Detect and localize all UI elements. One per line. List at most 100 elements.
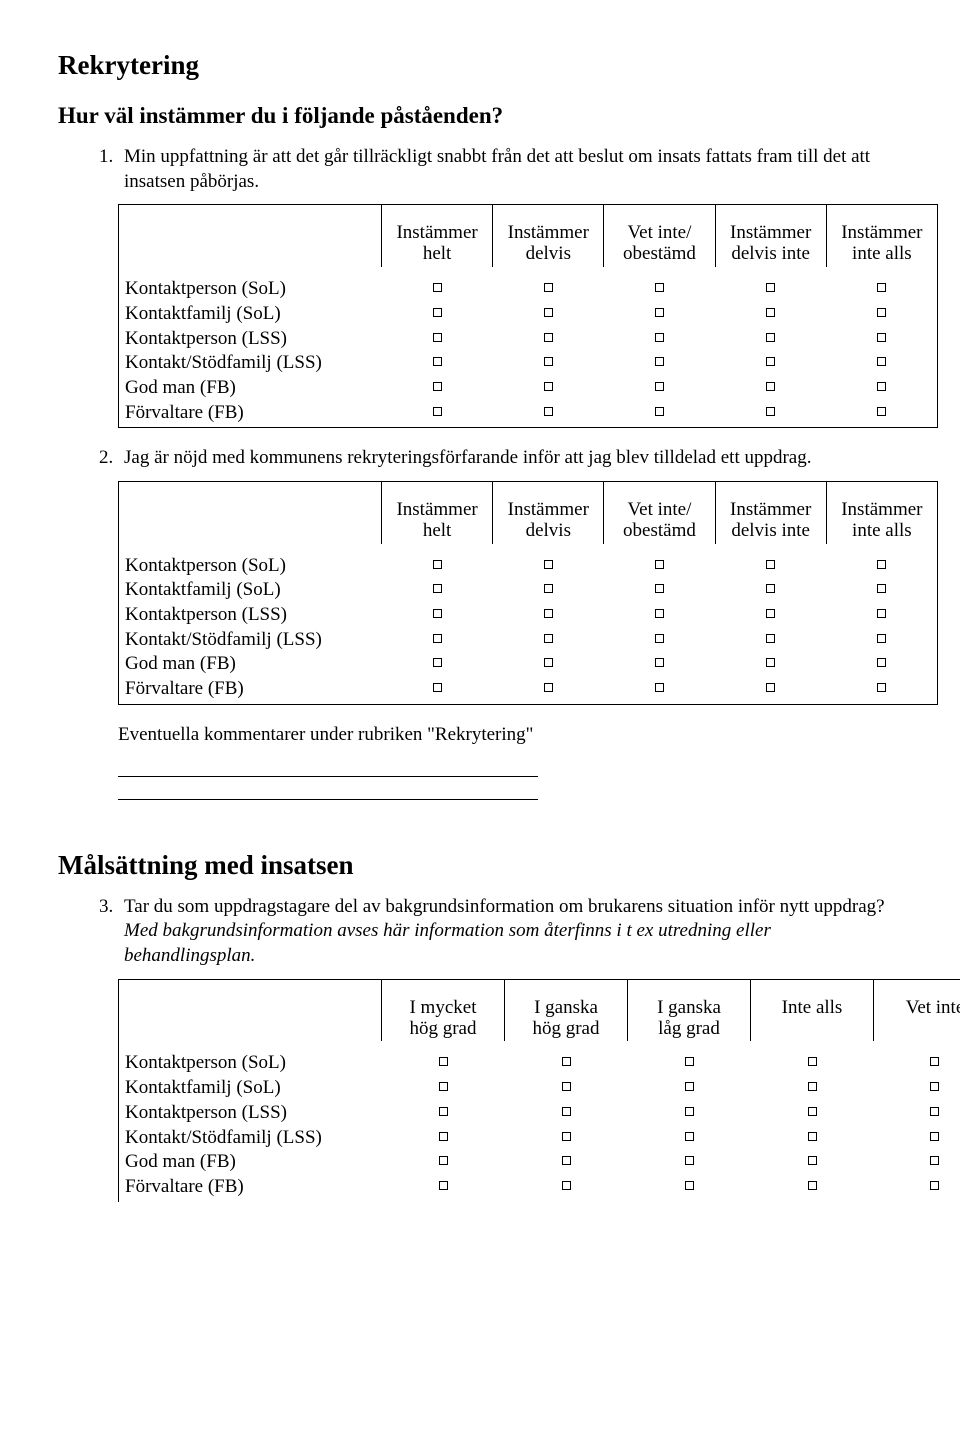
checkbox[interactable] [544,683,553,692]
checkbox[interactable] [766,584,775,593]
checkbox[interactable] [655,634,664,643]
checkbox[interactable] [766,683,775,692]
checkbox[interactable] [655,283,664,292]
checkbox[interactable] [562,1107,571,1116]
checkbox[interactable] [766,407,775,416]
checkbox[interactable] [433,333,442,342]
checkbox[interactable] [655,382,664,391]
checkbox[interactable] [562,1132,571,1141]
checkbox[interactable] [439,1057,448,1066]
comment-line-1[interactable] [118,754,538,777]
checkbox[interactable] [433,283,442,292]
checkbox[interactable] [930,1057,939,1066]
checkbox[interactable] [766,382,775,391]
checkbox[interactable] [433,683,442,692]
checkbox[interactable] [544,382,553,391]
checkbox[interactable] [685,1181,694,1190]
checkbox[interactable] [877,357,886,366]
checkbox[interactable] [544,283,553,292]
checkbox[interactable] [808,1181,817,1190]
checkbox[interactable] [433,634,442,643]
checkbox[interactable] [808,1057,817,1066]
checkbox[interactable] [877,382,886,391]
checkbox[interactable] [655,609,664,618]
checkbox[interactable] [930,1181,939,1190]
question-2-text: Jag är nöjd med kommunens rekryteringsfö… [124,446,902,471]
checkbox[interactable] [544,584,553,593]
checkbox[interactable] [562,1057,571,1066]
section-heading-rekrytering: Rekrytering [58,48,902,83]
checkbox[interactable] [685,1082,694,1091]
checkbox[interactable] [877,407,886,416]
checkbox[interactable] [685,1156,694,1165]
checkbox[interactable] [766,308,775,317]
checkbox[interactable] [685,1057,694,1066]
checkbox[interactable] [433,382,442,391]
checkbox[interactable] [439,1132,448,1141]
checkbox[interactable] [808,1107,817,1116]
checkbox[interactable] [562,1181,571,1190]
checkbox[interactable] [433,560,442,569]
checkbox[interactable] [766,283,775,292]
checkbox[interactable] [766,357,775,366]
checkbox[interactable] [930,1082,939,1091]
checkbox[interactable] [766,333,775,342]
checkbox[interactable] [439,1156,448,1165]
checkbox[interactable] [544,357,553,366]
checkbox[interactable] [766,609,775,618]
checkbox[interactable] [877,308,886,317]
col-header-instammer-delvis: Instämmerdelvis [493,205,604,267]
checkbox[interactable] [439,1181,448,1190]
checkbox[interactable] [655,683,664,692]
checkbox[interactable] [433,308,442,317]
checkbox[interactable] [877,333,886,342]
checkbox[interactable] [433,609,442,618]
checkbox[interactable] [808,1132,817,1141]
checkbox[interactable] [433,584,442,593]
checkbox[interactable] [544,560,553,569]
checkbox[interactable] [808,1082,817,1091]
checkbox[interactable] [655,658,664,667]
checkbox[interactable] [433,357,442,366]
matrix-q2: Instämmerhelt Instämmerdelvis Vet inte/o… [118,481,938,705]
checkbox[interactable] [877,683,886,692]
checkbox[interactable] [877,634,886,643]
checkbox[interactable] [439,1082,448,1091]
checkbox[interactable] [562,1082,571,1091]
checkbox[interactable] [877,283,886,292]
row-label: Kontakt/Stödfamilj (LSS) [119,351,382,376]
row-label: Kontaktfamilj (SoL) [119,1076,382,1101]
col-header-inte-alls: Inte alls [751,979,874,1041]
checkbox[interactable] [433,658,442,667]
checkbox[interactable] [544,658,553,667]
checkbox[interactable] [655,333,664,342]
checkbox[interactable] [877,609,886,618]
checkbox[interactable] [544,308,553,317]
question-2: Jag är nöjd med kommunens rekryteringsfö… [118,446,902,471]
checkbox[interactable] [930,1156,939,1165]
checkbox[interactable] [766,560,775,569]
checkbox[interactable] [685,1107,694,1116]
checkbox[interactable] [877,658,886,667]
checkbox[interactable] [433,407,442,416]
checkbox[interactable] [930,1107,939,1116]
checkbox[interactable] [766,658,775,667]
checkbox[interactable] [655,357,664,366]
checkbox[interactable] [877,560,886,569]
checkbox[interactable] [877,584,886,593]
checkbox[interactable] [544,634,553,643]
checkbox[interactable] [544,609,553,618]
checkbox[interactable] [655,560,664,569]
checkbox[interactable] [439,1107,448,1116]
checkbox[interactable] [655,308,664,317]
checkbox[interactable] [685,1132,694,1141]
checkbox[interactable] [930,1132,939,1141]
checkbox[interactable] [808,1156,817,1165]
checkbox[interactable] [655,584,664,593]
checkbox[interactable] [766,634,775,643]
checkbox[interactable] [544,333,553,342]
checkbox[interactable] [562,1156,571,1165]
checkbox[interactable] [655,407,664,416]
comment-line-2[interactable] [118,777,538,800]
checkbox[interactable] [544,407,553,416]
